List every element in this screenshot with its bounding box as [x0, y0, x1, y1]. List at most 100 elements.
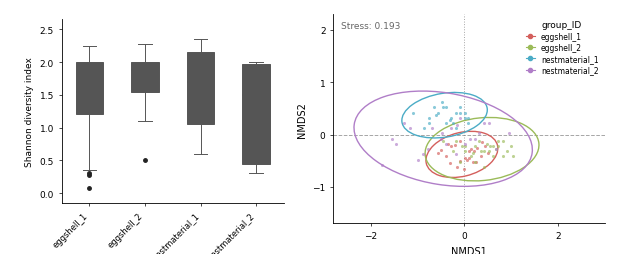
Point: [488, 145, 498, 149]
Point: [446, 127, 456, 131]
Point: [445, 162, 455, 166]
Point: [488, 155, 498, 159]
Point: [436, 149, 445, 153]
Point: [460, 150, 470, 154]
Point: [387, 137, 397, 141]
Point: [443, 142, 453, 146]
Point: [466, 155, 476, 159]
Point: [424, 121, 434, 125]
Point: [413, 158, 423, 162]
Point: [491, 148, 501, 152]
Point: [423, 148, 433, 152]
Point: [506, 145, 516, 149]
Point: [474, 139, 484, 143]
Point: [493, 139, 503, 143]
Point: [437, 132, 447, 136]
Point: [451, 111, 461, 115]
Point: [485, 145, 495, 149]
Point: [465, 137, 475, 141]
Point: [445, 118, 455, 122]
Point: [429, 106, 439, 110]
Point: [469, 150, 479, 154]
Point: [468, 160, 478, 164]
Point: [447, 121, 457, 125]
Point: [460, 145, 470, 149]
Point: [452, 124, 462, 128]
Point: [405, 127, 415, 131]
Point: [437, 101, 447, 105]
Point: [451, 153, 461, 157]
Point: [502, 150, 512, 154]
Point: [399, 121, 409, 125]
Point: [482, 151, 492, 155]
Point: [476, 150, 486, 154]
Point: [442, 106, 452, 110]
Point: [473, 146, 482, 150]
Point: [424, 116, 434, 120]
Point: [451, 127, 461, 131]
Point: [455, 106, 465, 110]
Point: [450, 143, 460, 147]
Y-axis label: Shannon diversity index: Shannon diversity index: [25, 57, 34, 166]
Point: [434, 151, 444, 155]
Point: [436, 137, 445, 141]
Point: [476, 155, 486, 159]
Point: [479, 121, 489, 125]
PathPatch shape: [131, 63, 159, 92]
Point: [477, 141, 487, 145]
Point: [441, 155, 450, 159]
Point: [484, 150, 494, 154]
Point: [470, 145, 479, 149]
Point: [481, 145, 491, 149]
Point: [418, 153, 428, 157]
Point: [466, 148, 476, 152]
Y-axis label: NMDS2: NMDS2: [297, 102, 307, 137]
Point: [498, 139, 508, 143]
Point: [491, 148, 501, 152]
Point: [470, 137, 479, 141]
Point: [455, 116, 465, 120]
Point: [493, 145, 503, 149]
Point: [479, 165, 489, 169]
Point: [457, 145, 467, 149]
Point: [408, 111, 418, 115]
PathPatch shape: [242, 65, 270, 164]
Point: [455, 139, 465, 143]
Point: [451, 139, 461, 143]
Point: [482, 142, 492, 146]
PathPatch shape: [186, 53, 215, 125]
Point: [484, 121, 494, 125]
Point: [503, 132, 513, 136]
Point: [452, 165, 462, 169]
Point: [446, 116, 456, 120]
Point: [468, 151, 478, 155]
Point: [442, 121, 452, 125]
Text: Stress: 0.193: Stress: 0.193: [341, 22, 400, 30]
Point: [438, 106, 448, 110]
Point: [455, 111, 465, 115]
Point: [460, 142, 470, 146]
Point: [446, 145, 456, 149]
Point: [455, 160, 465, 164]
Legend: eggshell_1, eggshell_2, nestmaterial_1, nestmaterial_2: eggshell_1, eggshell_2, nestmaterial_1, …: [523, 19, 601, 77]
Point: [460, 111, 470, 115]
Point: [464, 150, 474, 154]
Point: [438, 139, 448, 143]
Point: [462, 158, 471, 162]
Point: [470, 160, 479, 164]
Point: [460, 156, 470, 160]
Point: [464, 156, 474, 161]
PathPatch shape: [76, 63, 103, 115]
Point: [447, 150, 457, 154]
Point: [508, 155, 518, 159]
Point: [471, 160, 481, 164]
Point: [498, 155, 508, 159]
Point: [463, 116, 473, 120]
Point: [431, 113, 441, 117]
Point: [455, 159, 465, 163]
Point: [463, 121, 473, 125]
Point: [459, 167, 469, 171]
Point: [442, 142, 452, 146]
Point: [378, 163, 387, 167]
Point: [428, 127, 437, 131]
